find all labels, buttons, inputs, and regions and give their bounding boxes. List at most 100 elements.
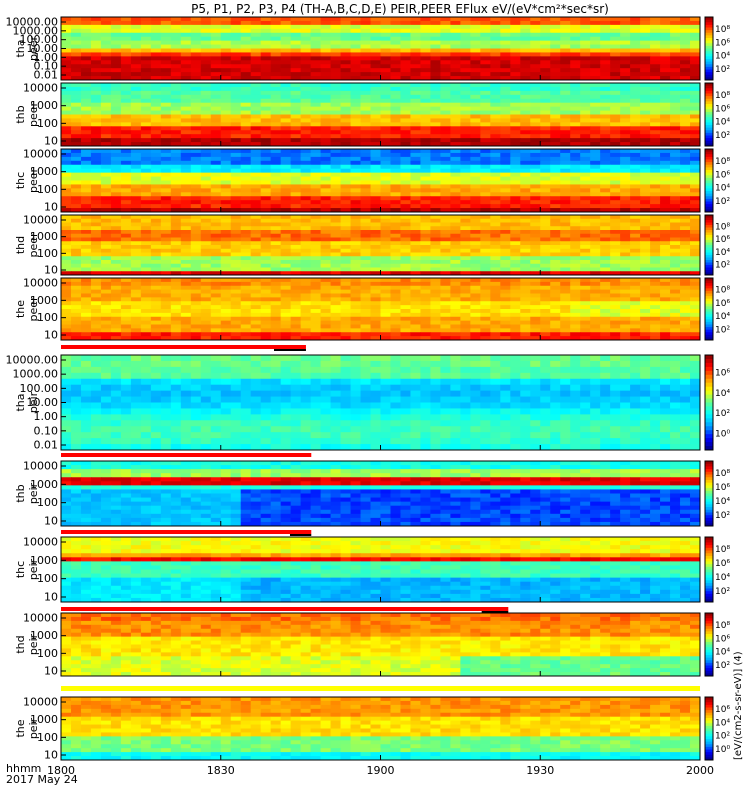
heatmap-cell xyxy=(650,248,661,253)
heatmap-cell xyxy=(670,176,681,181)
heatmap-cell xyxy=(310,312,322,318)
heatmap-cell xyxy=(160,90,172,96)
heatmap-cell xyxy=(170,110,182,115)
heatmap-cell xyxy=(600,94,611,100)
heatmap-cell xyxy=(270,114,282,119)
heatmap-cell xyxy=(520,278,531,283)
heatmap-cell xyxy=(260,102,272,108)
heatmap-cell xyxy=(570,184,581,189)
probe-label: thd xyxy=(14,236,27,254)
heatmap-cell xyxy=(460,114,471,119)
heatmap-cell xyxy=(420,44,431,49)
heatmap-cell xyxy=(150,271,162,276)
heatmap-cell xyxy=(640,226,651,231)
heatmap-cell xyxy=(630,271,641,276)
heatmap-cell xyxy=(220,200,232,205)
heatmap-cell xyxy=(370,48,381,53)
heatmap-cell xyxy=(61,60,72,65)
heatmap-cell xyxy=(240,230,252,235)
heatmap-cell xyxy=(380,114,391,119)
heatmap-cell xyxy=(600,241,611,246)
heatmap-cell xyxy=(320,233,332,238)
heatmap-cell xyxy=(80,289,92,295)
heatmap-cell xyxy=(120,24,132,30)
heatmap-cell xyxy=(540,149,551,154)
heatmap-cell xyxy=(420,226,431,231)
heatmap-cell xyxy=(220,222,232,227)
heatmap-cell xyxy=(160,76,172,81)
heatmap-cell xyxy=(360,215,372,220)
heatmap-cell xyxy=(370,94,381,100)
heatmap-cell xyxy=(260,237,272,242)
heatmap-cell xyxy=(200,152,212,158)
heatmap-cell xyxy=(550,134,561,139)
heatmap-cell xyxy=(310,164,322,170)
heatmap-cell xyxy=(520,233,531,238)
heatmap-cell xyxy=(640,98,651,104)
heatmap-cell xyxy=(61,188,72,193)
heatmap-cell xyxy=(360,263,372,268)
heatmap-cell xyxy=(70,301,82,306)
heatmap-cell xyxy=(260,24,272,30)
heatmap-cell xyxy=(70,32,82,38)
heatmap-cell xyxy=(240,180,252,185)
heatmap-cell xyxy=(130,248,142,253)
heatmap-cell xyxy=(61,17,72,22)
heatmap-cell xyxy=(530,192,541,197)
heatmap-cell xyxy=(490,222,501,227)
heatmap-cell xyxy=(90,237,102,242)
colorbar-segment xyxy=(705,252,713,256)
heatmap-cell xyxy=(340,28,352,34)
heatmap-cell xyxy=(610,17,621,22)
colorbar-segment xyxy=(705,175,713,179)
heatmap-cell xyxy=(260,126,272,131)
heatmap-cell xyxy=(130,134,142,139)
heatmap-cell xyxy=(100,138,112,143)
heatmap-cell xyxy=(290,20,302,26)
heatmap-cell xyxy=(310,118,322,123)
heatmap-cell xyxy=(400,126,411,131)
heatmap-cell xyxy=(680,90,691,96)
heatmap-cell xyxy=(170,312,182,318)
heatmap-cell xyxy=(260,297,272,302)
heatmap-cell xyxy=(140,218,152,223)
heatmap-cell xyxy=(250,98,262,104)
heatmap-cell xyxy=(280,278,292,283)
heatmap-cell xyxy=(310,17,322,22)
heatmap-cell xyxy=(230,301,242,306)
heatmap-cell xyxy=(61,312,72,318)
heatmap-cell xyxy=(120,172,132,178)
heatmap-cell xyxy=(590,241,601,246)
heatmap-cell xyxy=(70,184,82,189)
heatmap-cell xyxy=(570,248,581,253)
heatmap-cell xyxy=(480,102,491,108)
heatmap-cell xyxy=(180,126,192,131)
heatmap-cell xyxy=(690,56,701,61)
heatmap-cell xyxy=(240,114,252,119)
heatmap-cell xyxy=(650,218,661,223)
heatmap-cell xyxy=(350,72,362,77)
heatmap-cell xyxy=(90,142,102,147)
heatmap-cell xyxy=(540,138,551,143)
heatmap-cell xyxy=(350,28,362,34)
heatmap-cell xyxy=(490,156,501,162)
colorbar-tick-label: 10⁶ xyxy=(715,38,730,48)
heatmap-cell xyxy=(460,24,471,30)
heatmap-cell xyxy=(670,156,681,162)
heatmap-cell xyxy=(61,200,72,205)
heatmap-cell xyxy=(680,122,691,127)
heatmap-cell xyxy=(420,60,431,65)
heatmap-cell xyxy=(600,28,611,34)
heatmap-cell xyxy=(80,48,92,53)
heatmap-cell xyxy=(640,48,651,53)
heatmap-cell xyxy=(530,64,541,69)
heatmap-cell xyxy=(450,230,461,235)
heatmap-cell xyxy=(250,76,262,81)
heatmap-cell xyxy=(660,17,671,22)
heatmap-cell xyxy=(190,138,202,143)
heatmap-cell xyxy=(620,138,631,143)
heatmap-cell xyxy=(690,118,701,123)
heatmap-cell xyxy=(350,98,362,104)
heatmap-cell xyxy=(620,20,631,26)
heatmap-cell xyxy=(130,94,142,100)
